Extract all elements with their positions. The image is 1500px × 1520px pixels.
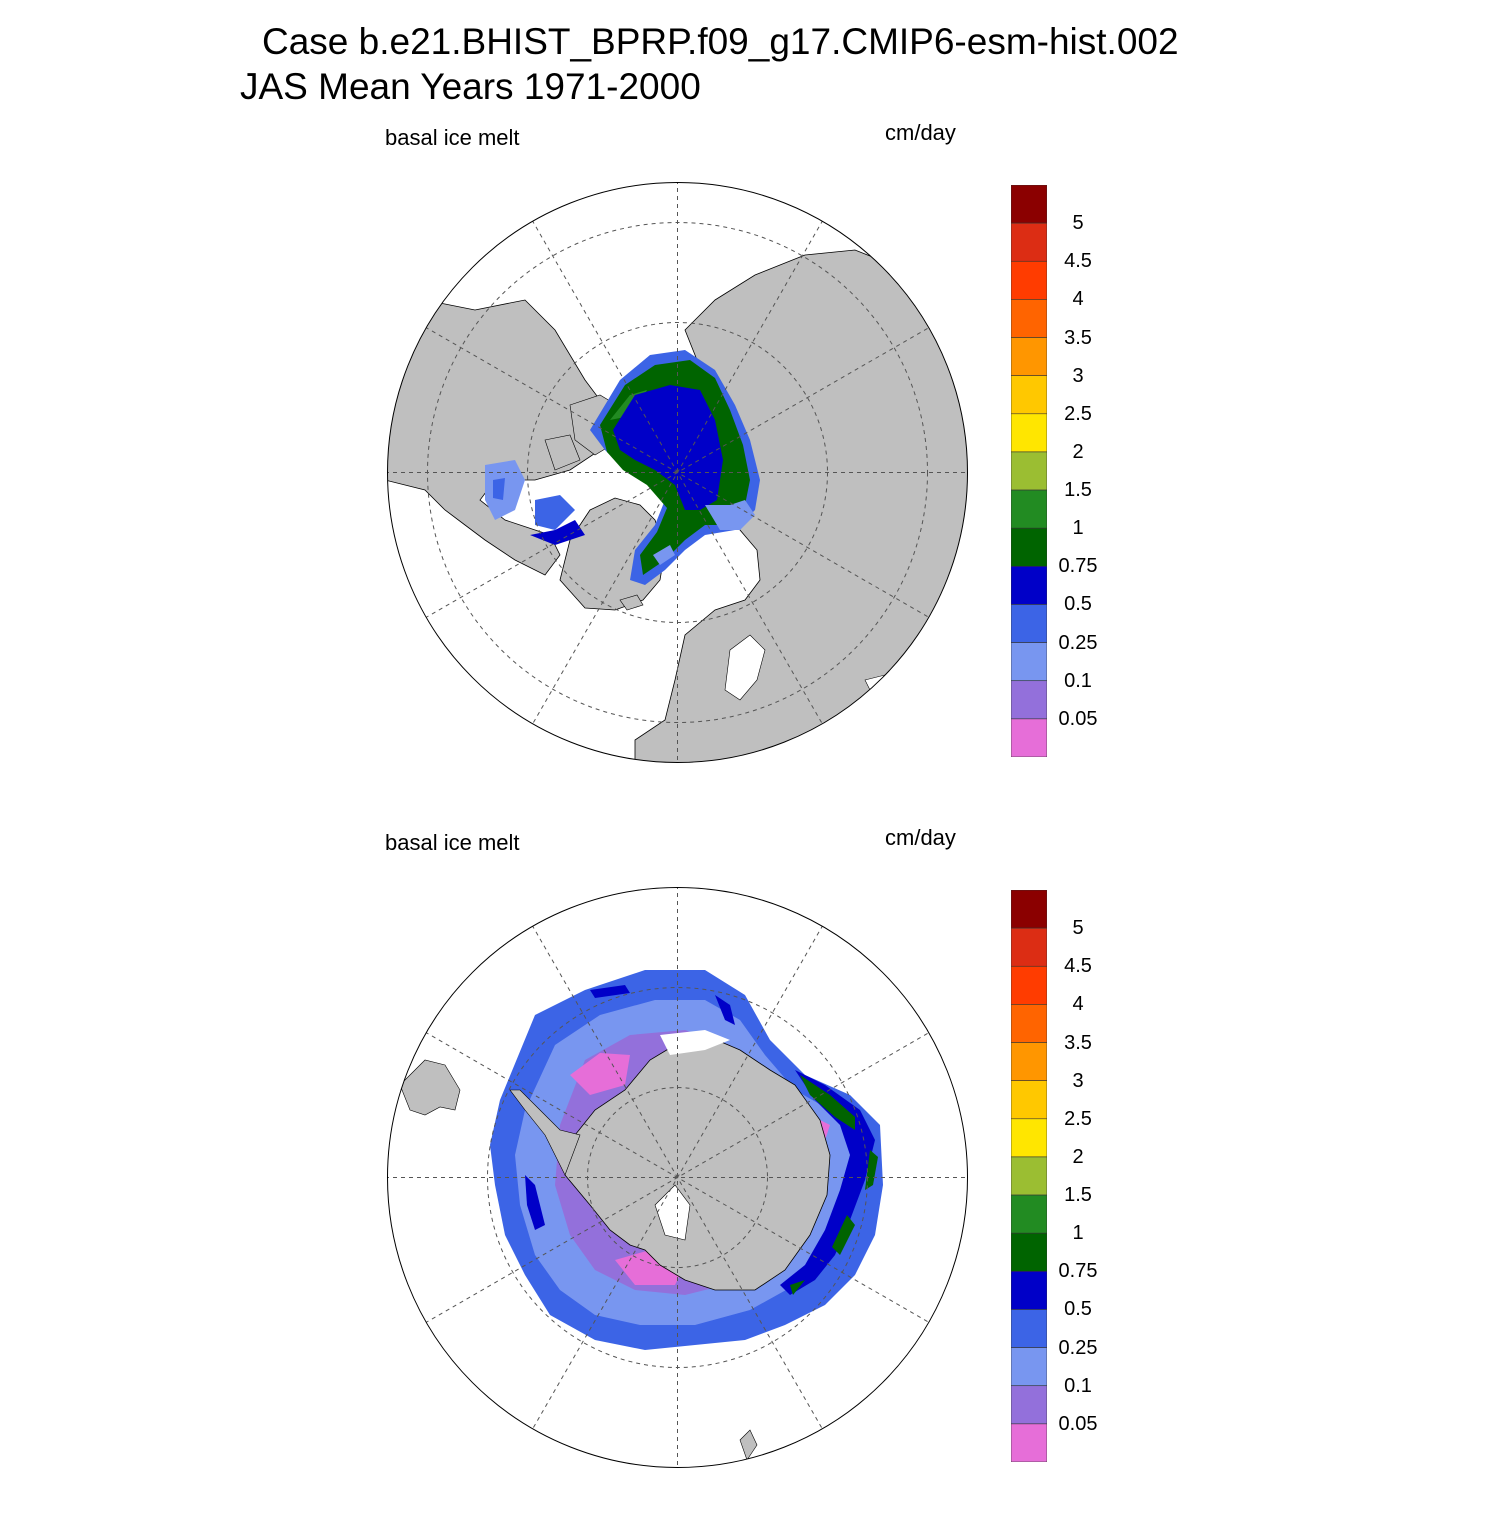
colorbar-label: 0.25 [1058,1336,1098,1359]
colorbar-swatch [1011,1118,1047,1158]
colorbar-swatch [1011,1309,1047,1348]
colorbar [1011,185,1047,757]
colorbar-swatch [1011,1347,1047,1387]
colorbar-swatch [1011,1156,1047,1196]
antarctic-panel: basal ice melt cm/day [0,815,1500,1520]
colorbar-label: 3 [1072,1069,1084,1092]
colorbar-swatch [1011,527,1047,567]
colorbar-label: 0.75 [1058,1260,1098,1283]
colorbar-label: 4.5 [1064,250,1092,273]
colorbar-label: 5 [1072,917,1084,940]
title-line-1: Case b.e21.BHIST_BPRP.f09_g17.CMIP6-esm-… [262,21,1179,62]
colorbar-label: 2.5 [1064,402,1092,425]
colorbar-swatch [1011,1423,1047,1462]
colorbar-swatch [1011,927,1047,967]
colorbar-label: 3 [1072,364,1084,387]
title-line-2: JAS Mean Years 1971-2000 [240,66,701,107]
colorbar-swatch [1011,260,1047,300]
colorbar-label: 0.1 [1064,1374,1092,1397]
colorbar-swatch [1011,965,1047,1005]
colorbar-swatch [1011,642,1047,682]
colorbar-label: 1 [1072,517,1084,540]
colorbar-swatch [1011,718,1047,757]
colorbar-swatch [1011,413,1047,453]
colorbar-swatch [1011,1080,1047,1120]
colorbar-swatch [1011,299,1047,338]
colorbar-swatch [1011,1271,1047,1310]
colorbar-label: 1.5 [1064,1184,1092,1207]
colorbar-swatch [1011,1232,1047,1272]
antarctic-polar-map [387,887,968,1468]
colorbar-swatch [1011,337,1047,376]
colorbar-label: 3.5 [1064,326,1092,349]
colorbar-swatch [1011,890,1047,929]
colorbar-swatch [1011,604,1047,643]
colorbar-label: 0.1 [1064,669,1092,692]
colorbar-swatch [1011,1194,1047,1234]
colorbar [1011,890,1047,1462]
colorbar-swatch [1011,489,1047,529]
colorbar-swatch [1011,451,1047,491]
colorbar-label: 3.5 [1064,1031,1092,1054]
units-label: cm/day [885,825,956,850]
colorbar-swatch [1011,185,1047,224]
arctic-panel: basal ice melt cm/day [0,110,1500,815]
units-label: cm/day [885,120,956,145]
colorbar-label: 5 [1072,212,1084,235]
colorbar-swatch [1011,1042,1047,1081]
colorbar-swatch [1011,375,1047,415]
colorbar-label: 0.05 [1058,1412,1098,1435]
colorbar-swatch [1011,680,1047,720]
arctic-polar-map [387,182,968,763]
arctic-ice-core [613,385,723,510]
colorbar-label: 4 [1072,993,1084,1016]
colorbar-swatch [1011,566,1047,605]
colorbar-swatch [1011,222,1047,262]
colorbar-label: 0.5 [1064,593,1092,616]
hudson-bay-ice [485,460,525,520]
colorbar-label: 0.05 [1058,707,1098,730]
colorbar-label: 1.5 [1064,479,1092,502]
north-america-land [387,299,616,576]
colorbar-swatch [1011,1004,1047,1043]
colorbar-swatch [1011,1385,1047,1425]
colorbar-label: 0.75 [1058,555,1098,578]
variable-label: basal ice melt [385,830,520,855]
south-america-land [399,1059,461,1116]
colorbar-label: 0.5 [1064,1298,1092,1321]
colorbar-label: 2 [1072,440,1084,463]
colorbar-label: 4 [1072,288,1084,311]
colorbar-label: 2 [1072,1145,1084,1168]
variable-label: basal ice melt [385,125,520,150]
colorbar-label: 2.5 [1064,1107,1092,1130]
colorbar-label: 4.5 [1064,955,1092,978]
antarctica-land [564,1034,831,1291]
colorbar-labels: 5 4.5 4 3.5 3 2.5 2 1.5 1 0.75 0.5 0.25 0.1 0.05 [1050,890,1120,1462]
colorbar-label: 0.25 [1058,631,1098,654]
colorbar-label: 1 [1072,1222,1084,1245]
colorbar-labels: 5 4.5 4 3.5 3 2.5 2 1.5 1 0.75 0.5 0.25 0.1 0.05 [1050,185,1120,757]
